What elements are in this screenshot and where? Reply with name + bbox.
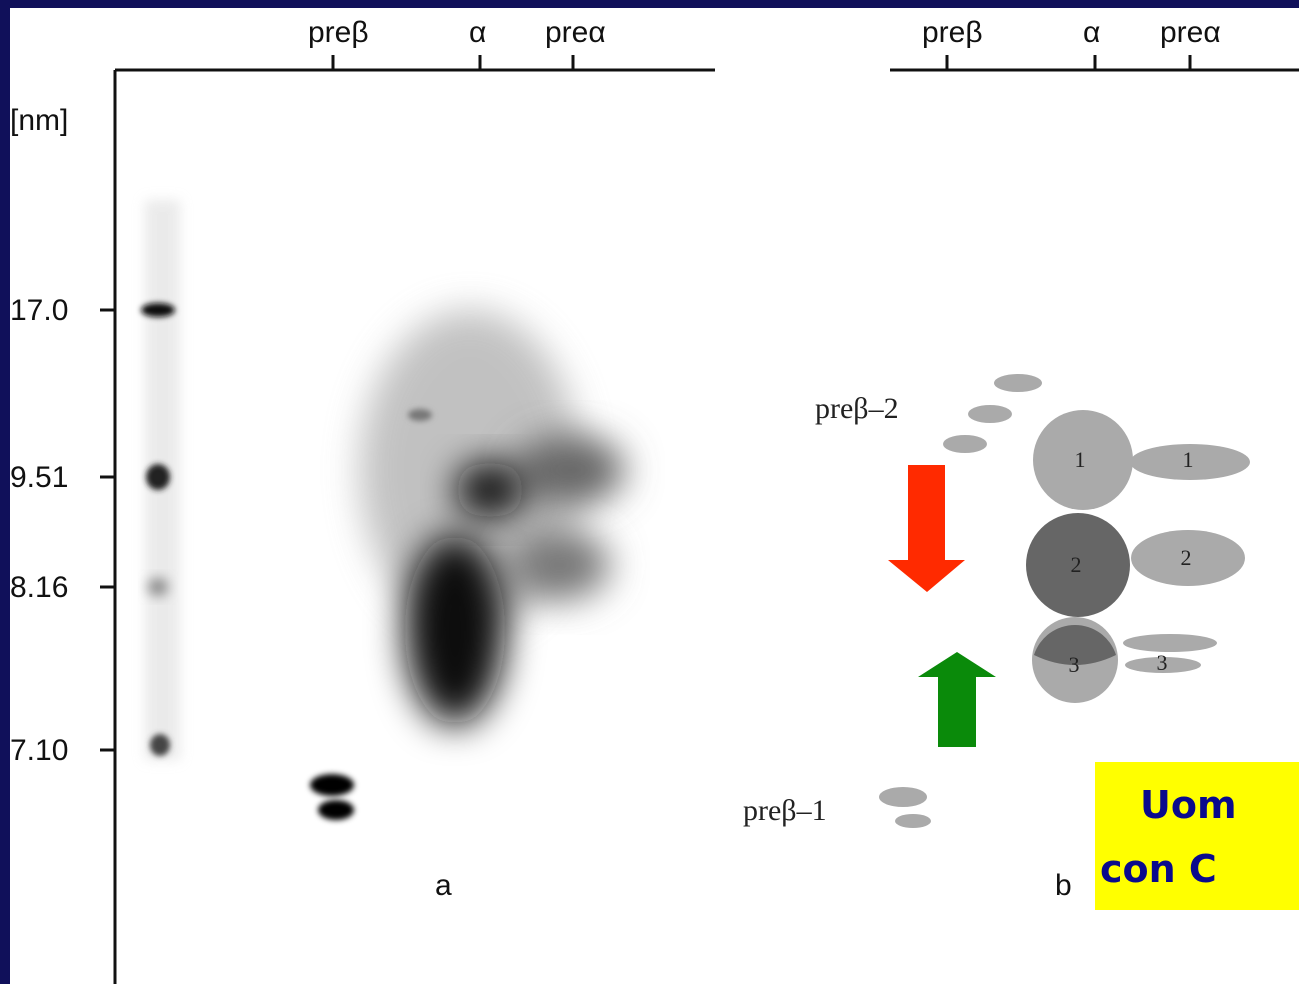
top-label: α: [1083, 16, 1100, 49]
spot-label: preβ–1: [743, 794, 827, 827]
spot-number: 2: [1181, 545, 1192, 570]
panel-label: b: [1055, 869, 1072, 902]
axis-labels: preβ α preα preβ α preα [nm] 17.0 9.51 8…: [10, 16, 1221, 902]
top-label: preα: [545, 16, 606, 49]
callout-box: [1095, 762, 1299, 910]
spot-number: 2: [1071, 552, 1082, 577]
top-label: preβ: [922, 16, 983, 49]
y-label: 8.16: [10, 571, 68, 604]
top-label: preα: [1160, 16, 1221, 49]
spot-number: 1: [1183, 447, 1194, 472]
y-label: 9.51: [10, 461, 68, 494]
top-label: preβ: [308, 16, 369, 49]
gel-image: [141, 200, 625, 820]
y-label: 7.10: [10, 734, 68, 767]
green-arrow: [918, 652, 996, 747]
spot-number: 1: [1075, 447, 1086, 472]
spot-number: 3: [1157, 650, 1168, 675]
callout-text: Uom: [1140, 783, 1237, 827]
spot-diagram: preβ–2 preβ–1 1 2 3 1 2 3: [743, 374, 1250, 828]
unit-label: [nm]: [10, 104, 68, 137]
red-arrow: [888, 465, 965, 592]
axes: [100, 55, 1299, 984]
spot-label: preβ–2: [815, 392, 899, 425]
callout-text: con C: [1100, 847, 1217, 891]
top-label: α: [469, 16, 486, 49]
spot-number: 3: [1069, 652, 1080, 677]
panel-label: a: [435, 869, 452, 902]
y-label: 17.0: [10, 294, 68, 327]
